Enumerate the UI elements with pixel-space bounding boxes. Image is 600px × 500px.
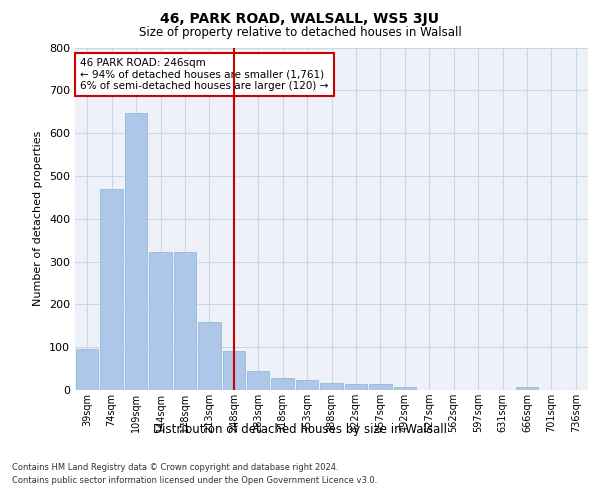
Text: Distribution of detached houses by size in Walsall: Distribution of detached houses by size …	[153, 422, 447, 436]
Y-axis label: Number of detached properties: Number of detached properties	[34, 131, 43, 306]
Bar	[369, 384, 392, 390]
Bar	[198, 322, 221, 390]
Text: 46 PARK ROAD: 246sqm
← 94% of detached houses are smaller (1,761)
6% of semi-det: 46 PARK ROAD: 246sqm ← 94% of detached h…	[80, 58, 329, 91]
Bar	[271, 378, 294, 390]
Bar	[515, 386, 538, 390]
Text: 46, PARK ROAD, WALSALL, WS5 3JU: 46, PARK ROAD, WALSALL, WS5 3JU	[161, 12, 439, 26]
Bar	[76, 350, 98, 390]
Bar	[149, 252, 172, 390]
Bar	[223, 352, 245, 390]
Text: Contains HM Land Registry data © Crown copyright and database right 2024.: Contains HM Land Registry data © Crown c…	[12, 462, 338, 471]
Bar	[125, 112, 148, 390]
Bar	[394, 387, 416, 390]
Text: Size of property relative to detached houses in Walsall: Size of property relative to detached ho…	[139, 26, 461, 39]
Bar	[320, 382, 343, 390]
Bar	[100, 189, 123, 390]
Bar	[247, 370, 269, 390]
Bar	[296, 380, 319, 390]
Text: Contains public sector information licensed under the Open Government Licence v3: Contains public sector information licen…	[12, 476, 377, 485]
Bar	[173, 252, 196, 390]
Bar	[344, 384, 367, 390]
